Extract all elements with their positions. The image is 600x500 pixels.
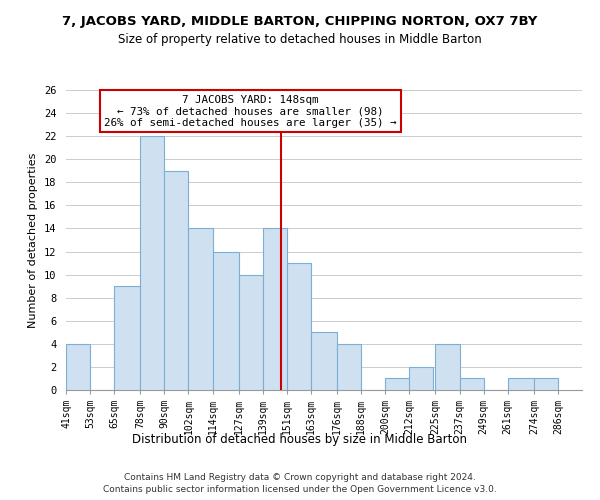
- Bar: [164, 171, 188, 390]
- Text: Size of property relative to detached houses in Middle Barton: Size of property relative to detached ho…: [118, 32, 482, 46]
- Bar: [239, 274, 263, 390]
- Text: 7 JACOBS YARD: 148sqm
← 73% of detached houses are smaller (98)
26% of semi-deta: 7 JACOBS YARD: 148sqm ← 73% of detached …: [104, 94, 397, 128]
- Bar: [263, 228, 287, 390]
- Text: Contains public sector information licensed under the Open Government Licence v3: Contains public sector information licen…: [103, 485, 497, 494]
- Bar: [409, 367, 433, 390]
- Bar: [66, 344, 90, 390]
- Bar: [114, 286, 140, 390]
- Bar: [460, 378, 484, 390]
- Bar: [188, 228, 212, 390]
- Y-axis label: Number of detached properties: Number of detached properties: [28, 152, 38, 328]
- Text: Contains HM Land Registry data © Crown copyright and database right 2024.: Contains HM Land Registry data © Crown c…: [124, 472, 476, 482]
- Bar: [337, 344, 361, 390]
- Bar: [140, 136, 164, 390]
- Bar: [508, 378, 534, 390]
- Bar: [534, 378, 558, 390]
- Bar: [287, 263, 311, 390]
- Bar: [385, 378, 412, 390]
- Bar: [311, 332, 337, 390]
- Text: 7, JACOBS YARD, MIDDLE BARTON, CHIPPING NORTON, OX7 7BY: 7, JACOBS YARD, MIDDLE BARTON, CHIPPING …: [62, 15, 538, 28]
- Bar: [436, 344, 460, 390]
- Bar: [212, 252, 239, 390]
- Text: Distribution of detached houses by size in Middle Barton: Distribution of detached houses by size …: [133, 432, 467, 446]
